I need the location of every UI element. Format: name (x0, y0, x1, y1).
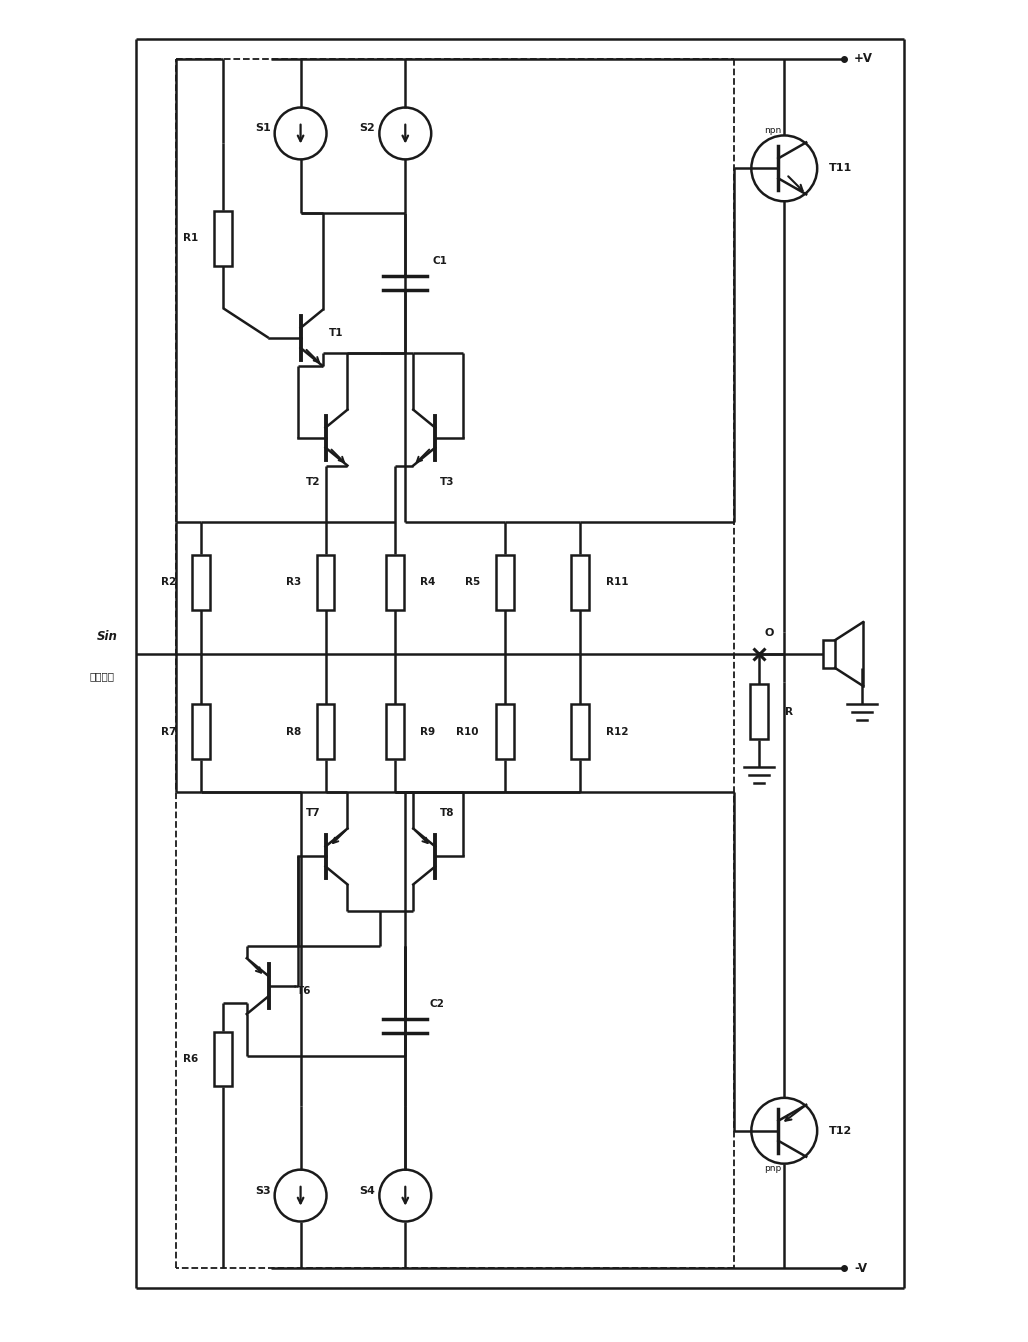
Text: R3: R3 (286, 577, 301, 588)
Text: T3: T3 (440, 476, 454, 487)
Bar (317, 554, 334, 609)
Text: T2: T2 (306, 476, 321, 487)
Text: T12: T12 (830, 1126, 852, 1135)
Text: T7: T7 (306, 808, 321, 817)
Bar (387, 705, 404, 760)
Text: C2: C2 (430, 998, 445, 1009)
Text: R5: R5 (466, 577, 481, 588)
Bar (571, 705, 589, 760)
Text: C1: C1 (433, 256, 447, 266)
Text: Sin: Sin (98, 629, 118, 643)
Bar (192, 554, 210, 609)
Text: O: O (765, 628, 774, 637)
Text: npn: npn (764, 126, 781, 136)
Text: R1: R1 (183, 234, 198, 243)
Text: R: R (785, 707, 794, 717)
Text: T6: T6 (297, 986, 311, 996)
Bar (387, 554, 404, 609)
Text: R8: R8 (286, 727, 301, 737)
Text: R10: R10 (455, 727, 478, 737)
Text: R7: R7 (161, 727, 177, 737)
Text: S3: S3 (255, 1185, 270, 1196)
Text: S1: S1 (255, 123, 270, 133)
Bar (214, 1032, 231, 1087)
Bar (497, 554, 514, 609)
Bar (571, 554, 589, 609)
Text: S2: S2 (360, 123, 375, 133)
Text: T1: T1 (329, 327, 343, 338)
Text: S4: S4 (360, 1185, 375, 1196)
Text: R4: R4 (419, 577, 435, 588)
Text: T11: T11 (830, 164, 852, 173)
Text: R12: R12 (607, 727, 629, 737)
Text: pnp: pnp (764, 1164, 781, 1173)
Text: -V: -V (854, 1261, 868, 1275)
Bar (497, 705, 514, 760)
Text: +V: +V (854, 52, 873, 66)
Bar (823, 640, 835, 668)
Text: R2: R2 (161, 577, 177, 588)
Bar (192, 705, 210, 760)
Text: R6: R6 (183, 1053, 198, 1064)
Text: 电压放大: 电压放大 (89, 671, 114, 680)
Text: R11: R11 (607, 577, 629, 588)
Bar (214, 211, 231, 266)
Bar (750, 684, 768, 739)
Bar (317, 705, 334, 760)
Text: R9: R9 (419, 727, 435, 737)
Text: T8: T8 (440, 808, 454, 817)
